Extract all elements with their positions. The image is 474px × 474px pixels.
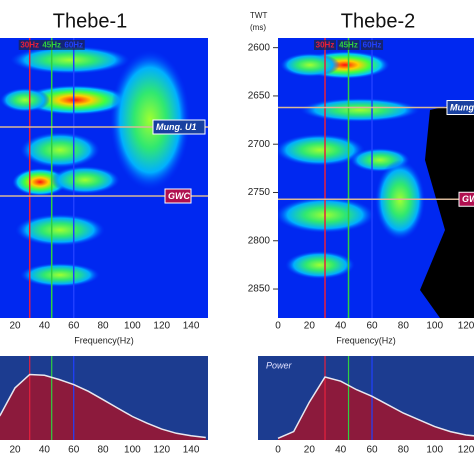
x-axis-label: Frequency(Hz) — [336, 335, 396, 345]
horizon-label-box — [164, 188, 192, 204]
frequency-label-bg — [18, 40, 41, 50]
x-tick-label: 100 — [426, 445, 443, 456]
energy-blob — [278, 197, 375, 233]
x-tick-label: 120 — [458, 321, 474, 332]
y-axis-label: (ms) — [250, 23, 266, 32]
x-tick-label: 40 — [39, 445, 51, 456]
frequency-label: 45Hz — [42, 41, 61, 50]
horizon-label-box — [458, 191, 474, 207]
frequency-label-bg — [337, 40, 360, 50]
y-axis-label: Power — [266, 360, 293, 370]
chart-title: Thebe-1 — [53, 10, 128, 32]
x-tick-label: 20 — [9, 321, 21, 332]
x-tick-label: 120 — [153, 321, 170, 332]
x-tick-label: 80 — [398, 445, 410, 456]
x-tick-label: 40 — [335, 445, 347, 456]
x-tick-label: 20 — [9, 445, 21, 456]
x-tick-label: 120 — [153, 445, 170, 456]
y-tick-label: 2600 — [248, 42, 271, 53]
x-tick-label: 20 — [304, 445, 316, 456]
frequency-label: 60Hz — [363, 41, 382, 50]
x-tick-label: 60 — [366, 321, 378, 332]
x-tick-label: 140 — [183, 321, 200, 332]
energy-blob — [278, 134, 365, 166]
energy-blob — [0, 88, 50, 112]
frequency-label-bg — [62, 40, 85, 50]
energy-blob — [110, 50, 190, 190]
x-tick-label: 80 — [97, 321, 109, 332]
x-tick-label: 140 — [183, 445, 200, 456]
x-axis-label: Frequency(Hz) — [74, 335, 134, 345]
energy-blob — [20, 132, 100, 168]
x-tick-label: 100 — [124, 321, 141, 332]
x-tick-label: 80 — [398, 321, 410, 332]
energy-blob — [50, 166, 120, 194]
x-tick-label: 60 — [68, 321, 80, 332]
horizon-label: Mung. U1 — [450, 102, 474, 112]
energy-blob — [20, 263, 100, 287]
frequency-label: 60Hz — [64, 41, 83, 50]
x-tick-label: 0 — [275, 321, 281, 332]
energy-blob — [285, 251, 355, 279]
frequency-label-bg — [40, 40, 63, 50]
energy-blob — [300, 98, 420, 122]
x-tick-label: 60 — [68, 445, 80, 456]
x-tick-label: 100 — [124, 445, 141, 456]
x-tick-label: 100 — [426, 321, 443, 332]
horizon-label: GWC — [168, 191, 190, 201]
chart-title: Thebe-2 — [341, 10, 416, 32]
y-axis-label: TWT — [250, 11, 267, 20]
energy-blob — [15, 214, 105, 246]
frequency-label-bg — [361, 40, 384, 50]
frequency-label: 45Hz — [339, 41, 358, 50]
low-energy-region — [420, 100, 474, 318]
x-tick-label: 80 — [97, 445, 109, 456]
energy-blob — [20, 85, 130, 115]
x-tick-label: 0 — [275, 445, 281, 456]
x-tick-label: 60 — [366, 445, 378, 456]
frequency-label-bg — [314, 40, 337, 50]
plot-area — [0, 356, 208, 440]
horizon-label-box — [152, 119, 206, 135]
spectrum-curve — [0, 373, 206, 439]
x-tick-label: 40 — [335, 321, 347, 332]
energy-blob — [280, 53, 340, 77]
frequency-label: 30Hz — [316, 41, 335, 50]
x-tick-label: 40 — [39, 321, 51, 332]
plot-area: 30Hz 45Hz 60Hz Mung. U1 GWC — [278, 38, 474, 318]
x-tick-label: 20 — [304, 321, 316, 332]
spectrum-area — [278, 377, 474, 440]
energy-blob — [10, 46, 130, 74]
y-tick-label: 2750 — [248, 187, 271, 198]
plot-area — [258, 356, 474, 440]
horizon-label-box — [446, 100, 474, 116]
frequency-label: 30Hz — [20, 41, 39, 50]
x-tick-label: 120 — [458, 445, 474, 456]
energy-blob — [375, 160, 425, 240]
horizon-label: GWC — [462, 194, 474, 204]
y-tick-label: 2800 — [248, 235, 271, 246]
y-tick-label: 2650 — [248, 91, 271, 102]
y-tick-label: 2700 — [248, 139, 271, 150]
horizon-label: Mung. U1 — [156, 122, 197, 132]
y-tick-label: 2850 — [248, 284, 271, 295]
